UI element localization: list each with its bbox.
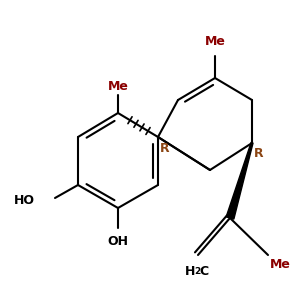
Polygon shape <box>226 143 253 219</box>
Text: H: H <box>185 265 195 278</box>
Text: OH: OH <box>107 235 129 248</box>
Text: Me: Me <box>270 258 291 271</box>
Text: Me: Me <box>107 80 129 93</box>
Text: 2: 2 <box>194 267 200 276</box>
Text: R: R <box>160 142 170 155</box>
Text: R: R <box>254 147 264 160</box>
Text: Me: Me <box>205 35 225 48</box>
Text: C: C <box>199 265 208 278</box>
Text: HO: HO <box>14 193 35 207</box>
